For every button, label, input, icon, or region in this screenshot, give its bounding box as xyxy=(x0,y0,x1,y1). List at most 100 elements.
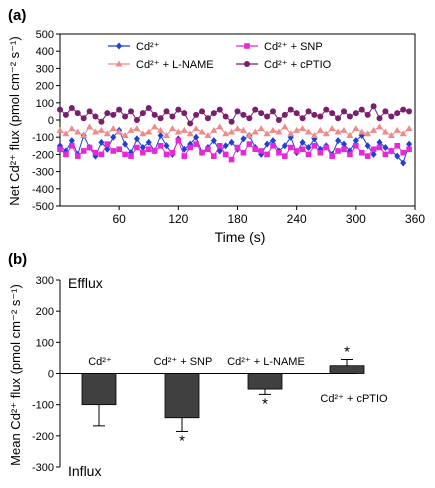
data-point xyxy=(163,108,170,115)
y-tick-label: -500 xyxy=(32,201,54,213)
data-point xyxy=(311,143,318,149)
x-tick-label: 240 xyxy=(287,212,307,226)
data-point xyxy=(263,130,271,137)
data-point xyxy=(305,108,312,115)
data-point xyxy=(98,138,105,146)
data-point xyxy=(86,144,93,151)
data-point xyxy=(328,125,336,132)
data-point xyxy=(62,111,69,118)
data-point xyxy=(198,128,206,135)
influx-label: Influx xyxy=(68,463,101,479)
data-point xyxy=(110,111,117,118)
significance-marker: * xyxy=(262,395,268,412)
data-point xyxy=(204,131,212,138)
data-point xyxy=(104,141,111,147)
data-point xyxy=(340,126,348,133)
legend-item-4: Cd²⁺ + cPTIO xyxy=(236,59,332,71)
data-point xyxy=(329,153,335,159)
data-point xyxy=(210,137,217,145)
efflux-label: Efflux xyxy=(68,275,103,291)
data-point xyxy=(181,153,188,159)
data-point xyxy=(323,106,330,113)
data-point xyxy=(133,117,140,123)
bar-group-1: Cd²⁺ xyxy=(81,356,117,427)
data-point xyxy=(305,151,312,158)
data-point xyxy=(270,108,276,115)
data-point xyxy=(103,130,111,137)
data-point xyxy=(264,151,270,158)
data-point xyxy=(246,141,253,147)
legend-label: Cd²⁺ + L-NAME xyxy=(136,59,214,71)
data-point xyxy=(74,128,82,135)
data-point xyxy=(174,128,182,135)
data-point xyxy=(187,144,193,151)
category-label: Cd²⁺ + cPTIO xyxy=(320,393,388,405)
data-point xyxy=(145,104,152,111)
data-point xyxy=(151,148,158,154)
data-point xyxy=(122,140,129,148)
data-point xyxy=(240,111,247,118)
data-point xyxy=(157,131,164,139)
data-point xyxy=(163,131,170,138)
data-point xyxy=(181,110,188,117)
panel-a-legend: Cd²⁺ Cd²⁺ + SNP Cd²⁺ + L-NAME Cd²⁺ + cPTIO xyxy=(108,41,332,71)
data-point xyxy=(281,111,288,118)
data-point xyxy=(110,133,117,141)
data-point xyxy=(192,125,200,132)
data-point xyxy=(80,131,88,138)
data-point xyxy=(376,144,383,151)
data-point xyxy=(388,113,395,120)
panel-b-label: (b) xyxy=(8,251,27,268)
data-point xyxy=(228,128,236,135)
data-point xyxy=(222,130,230,137)
x-tick-label: 60 xyxy=(112,212,126,226)
data-point xyxy=(376,138,383,146)
x-tick-label: 360 xyxy=(405,212,425,226)
data-point xyxy=(222,142,229,150)
series-1 xyxy=(57,126,413,167)
data-point xyxy=(406,140,413,148)
data-point xyxy=(140,149,146,156)
data-point xyxy=(210,126,218,133)
data-point xyxy=(299,125,307,132)
data-point xyxy=(335,115,342,122)
data-point xyxy=(157,143,164,149)
data-point xyxy=(352,125,360,132)
y-tick-label: 300 xyxy=(36,275,54,287)
data-point xyxy=(168,125,176,132)
y-tick-label: 500 xyxy=(36,29,54,41)
x-tick-label: 180 xyxy=(227,212,247,226)
data-point xyxy=(287,130,295,137)
y-tick-label: 400 xyxy=(36,46,54,58)
data-point xyxy=(145,138,152,146)
y-tick-label: 200 xyxy=(36,81,54,93)
data-point xyxy=(282,153,288,159)
data-point xyxy=(104,110,111,117)
data-point xyxy=(400,149,406,156)
legend-item-2: Cd²⁺ + SNP xyxy=(236,41,323,53)
data-point xyxy=(329,110,336,117)
data-point xyxy=(305,144,312,152)
data-point xyxy=(128,153,134,159)
data-point xyxy=(139,110,146,117)
data-point xyxy=(335,137,342,145)
data-point xyxy=(299,115,306,122)
data-point xyxy=(370,126,378,133)
legend-label: Cd²⁺ + SNP xyxy=(264,41,323,53)
data-point xyxy=(157,126,165,133)
data-point xyxy=(216,143,223,149)
data-point xyxy=(127,126,135,133)
data-point xyxy=(80,148,87,154)
data-point xyxy=(264,140,271,148)
category-label: Cd²⁺ + SNP xyxy=(154,356,213,368)
data-point xyxy=(145,146,152,153)
data-point xyxy=(258,148,264,154)
y-tick-label: 100 xyxy=(36,98,54,110)
data-point xyxy=(80,115,87,122)
data-point xyxy=(335,148,341,154)
series-4 xyxy=(57,103,413,127)
legend-item-3: Cd²⁺ + L-NAME xyxy=(108,59,214,71)
legend-marker xyxy=(115,60,123,67)
data-point xyxy=(216,106,223,113)
data-point xyxy=(169,113,176,120)
